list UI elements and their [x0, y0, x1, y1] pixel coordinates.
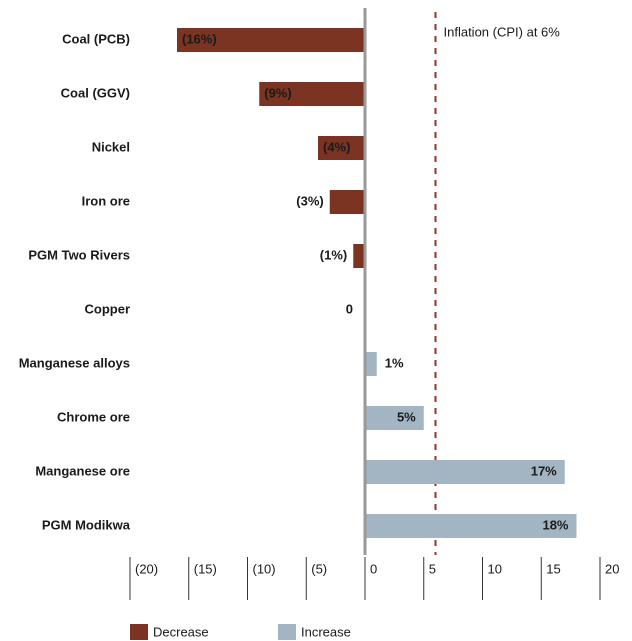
value-label: (1%)	[320, 247, 347, 262]
x-tick-label: 15	[546, 561, 560, 576]
bar	[353, 244, 365, 268]
x-tick-label: (15)	[194, 561, 217, 576]
bar	[259, 82, 365, 106]
bar	[365, 352, 377, 376]
x-tick-label: (5)	[311, 561, 327, 576]
y-tick-label: Copper	[85, 301, 131, 316]
y-tick-label: Manganese alloys	[19, 355, 130, 370]
y-tick-label: Coal (PCB)	[62, 31, 130, 46]
legend-label: Decrease	[153, 624, 209, 639]
y-tick-label: Coal (GGV)	[61, 85, 130, 100]
value-label: (4%)	[323, 139, 350, 154]
legend-label: Increase	[301, 624, 351, 639]
value-label: 18%	[542, 517, 568, 532]
y-tick-label: Iron ore	[82, 193, 130, 208]
value-label: 5%	[397, 409, 416, 424]
legend-swatch	[130, 624, 148, 640]
y-tick-label: Nickel	[92, 139, 130, 154]
bar	[329, 190, 365, 214]
y-tick-label: PGM Modikwa	[42, 517, 131, 532]
x-tick-label: (10)	[253, 561, 276, 576]
x-tick-label: 0	[370, 561, 377, 576]
annotation: Inflation (CPI) at 6%	[444, 24, 561, 39]
value-label: 17%	[531, 463, 557, 478]
legend-swatch	[278, 624, 296, 640]
x-tick-label: 5	[429, 561, 436, 576]
y-tick-label: PGM Two Rivers	[28, 247, 130, 262]
bar	[365, 460, 565, 484]
y-tick-label: Manganese ore	[35, 463, 130, 478]
x-tick-label: (20)	[135, 561, 158, 576]
x-tick-label: 10	[488, 561, 502, 576]
bar	[318, 136, 365, 160]
y-tick-label: Chrome ore	[57, 409, 130, 424]
bar	[365, 514, 577, 538]
value-label: 0	[346, 301, 353, 316]
x-tick-label: 20	[605, 561, 619, 576]
value-label: (9%)	[264, 85, 291, 100]
value-label: (3%)	[296, 193, 323, 208]
value-label: 1%	[385, 355, 404, 370]
bar	[177, 28, 365, 52]
value-label: (16%)	[182, 31, 217, 46]
bar	[365, 406, 424, 430]
